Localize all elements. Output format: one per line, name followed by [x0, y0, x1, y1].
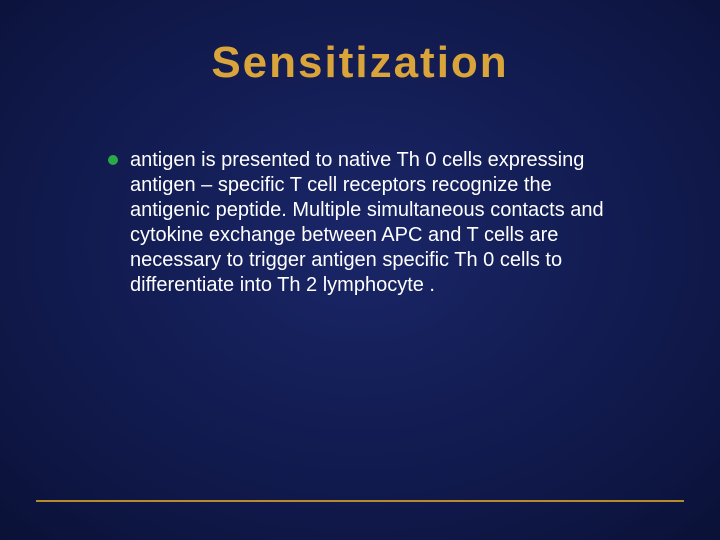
bullet-icon: [108, 155, 118, 165]
slide-body: antigen is presented to native Th 0 cell…: [108, 148, 618, 298]
footer-divider: [36, 500, 684, 502]
bullet-text: antigen is presented to native Th 0 cell…: [130, 148, 618, 298]
slide-title: Sensitization: [0, 38, 720, 88]
bullet-item: antigen is presented to native Th 0 cell…: [108, 148, 618, 298]
